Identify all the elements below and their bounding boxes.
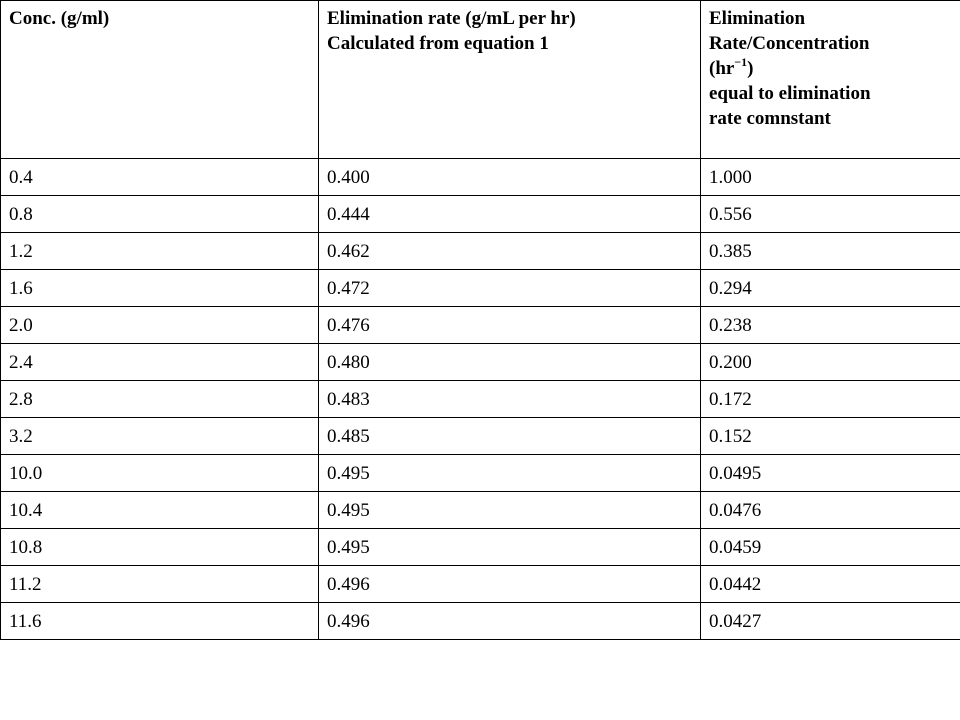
cell-rate-constant: 0.294 bbox=[700, 269, 960, 307]
cell-elimination-rate: 0.480 bbox=[318, 343, 701, 381]
cell-elimination-rate: 0.495 bbox=[318, 528, 701, 566]
cell-rate-constant: 0.0459 bbox=[700, 528, 960, 566]
cell-concentration: 10.4 bbox=[0, 491, 319, 529]
table-row: 10.8 0.495 0.0459 bbox=[0, 528, 960, 566]
cell-rate-constant: 0.556 bbox=[700, 195, 960, 233]
table-row: 2.8 0.483 0.172 bbox=[0, 380, 960, 418]
cell-concentration: 2.4 bbox=[0, 343, 319, 381]
table-row: 0.4 0.400 1.000 bbox=[0, 158, 960, 196]
header-elimination-rate-line2: Calculated from equation 1 bbox=[327, 33, 549, 54]
table-row: 2.4 0.480 0.200 bbox=[0, 343, 960, 381]
cell-elimination-rate: 0.472 bbox=[318, 269, 701, 307]
header-rate-over-concentration: Elimination Rate/Concentration (hr−1) eq… bbox=[700, 0, 960, 159]
header-elimination-rate-line1: Elimination rate (g/mL per hr) bbox=[327, 8, 576, 29]
header-ratio-line5: rate comnstant bbox=[709, 108, 831, 129]
table-row: 3.2 0.485 0.152 bbox=[0, 417, 960, 455]
cell-concentration: 11.6 bbox=[0, 602, 319, 640]
cell-concentration: 10.0 bbox=[0, 454, 319, 492]
header-ratio-line4: equal to elimination bbox=[709, 83, 871, 104]
table-body: 0.4 0.400 1.000 0.8 0.444 0.556 1.2 0.46… bbox=[0, 158, 960, 640]
cell-rate-constant: 0.385 bbox=[700, 232, 960, 270]
cell-rate-constant: 0.0495 bbox=[700, 454, 960, 492]
elimination-data-table: Conc. (g/ml) Elimination rate (g/mL per … bbox=[0, 0, 960, 640]
table-header: Conc. (g/ml) Elimination rate (g/mL per … bbox=[0, 0, 960, 159]
header-ratio-unit-exponent: −1 bbox=[734, 54, 748, 69]
header-ratio-unit: (hr−1) bbox=[709, 56, 952, 81]
cell-concentration: 11.2 bbox=[0, 565, 319, 603]
header-ratio-unit-pre: (hr bbox=[709, 58, 735, 79]
table-row: 0.8 0.444 0.556 bbox=[0, 195, 960, 233]
table-row: 11.6 0.496 0.0427 bbox=[0, 602, 960, 640]
header-ratio-line1: Elimination bbox=[709, 8, 806, 29]
header-concentration: Conc. (g/ml) bbox=[0, 0, 319, 159]
cell-concentration: 1.6 bbox=[0, 269, 319, 307]
cell-rate-constant: 0.0427 bbox=[700, 602, 960, 640]
cell-rate-constant: 0.200 bbox=[700, 343, 960, 381]
header-concentration-label: Conc. (g/ml) bbox=[9, 8, 110, 29]
cell-elimination-rate: 0.485 bbox=[318, 417, 701, 455]
cell-elimination-rate: 0.483 bbox=[318, 380, 701, 418]
table-row: 2.0 0.476 0.238 bbox=[0, 306, 960, 344]
cell-rate-constant: 0.172 bbox=[700, 380, 960, 418]
header-ratio-line2: Rate/Concentration bbox=[709, 33, 870, 54]
cell-elimination-rate: 0.444 bbox=[318, 195, 701, 233]
cell-elimination-rate: 0.495 bbox=[318, 454, 701, 492]
cell-concentration: 10.8 bbox=[0, 528, 319, 566]
cell-rate-constant: 0.0442 bbox=[700, 565, 960, 603]
cell-rate-constant: 0.152 bbox=[700, 417, 960, 455]
header-row: Conc. (g/ml) Elimination rate (g/mL per … bbox=[0, 0, 960, 159]
cell-concentration: 0.8 bbox=[0, 195, 319, 233]
cell-elimination-rate: 0.496 bbox=[318, 602, 701, 640]
cell-concentration: 2.8 bbox=[0, 380, 319, 418]
cell-concentration: 1.2 bbox=[0, 232, 319, 270]
cell-elimination-rate: 0.476 bbox=[318, 306, 701, 344]
cell-rate-constant: 0.0476 bbox=[700, 491, 960, 529]
table-row: 10.0 0.495 0.0495 bbox=[0, 454, 960, 492]
header-elimination-rate: Elimination rate (g/mL per hr) Calculate… bbox=[318, 0, 701, 159]
table-row: 1.2 0.462 0.385 bbox=[0, 232, 960, 270]
cell-elimination-rate: 0.496 bbox=[318, 565, 701, 603]
header-ratio-unit-post: ) bbox=[747, 58, 754, 79]
cell-concentration: 2.0 bbox=[0, 306, 319, 344]
cell-rate-constant: 0.238 bbox=[700, 306, 960, 344]
table-row: 11.2 0.496 0.0442 bbox=[0, 565, 960, 603]
cell-concentration: 0.4 bbox=[0, 158, 319, 196]
cell-concentration: 3.2 bbox=[0, 417, 319, 455]
cell-elimination-rate: 0.400 bbox=[318, 158, 701, 196]
cell-elimination-rate: 0.462 bbox=[318, 232, 701, 270]
table-row: 10.4 0.495 0.0476 bbox=[0, 491, 960, 529]
cell-rate-constant: 1.000 bbox=[700, 158, 960, 196]
cell-elimination-rate: 0.495 bbox=[318, 491, 701, 529]
table-row: 1.6 0.472 0.294 bbox=[0, 269, 960, 307]
